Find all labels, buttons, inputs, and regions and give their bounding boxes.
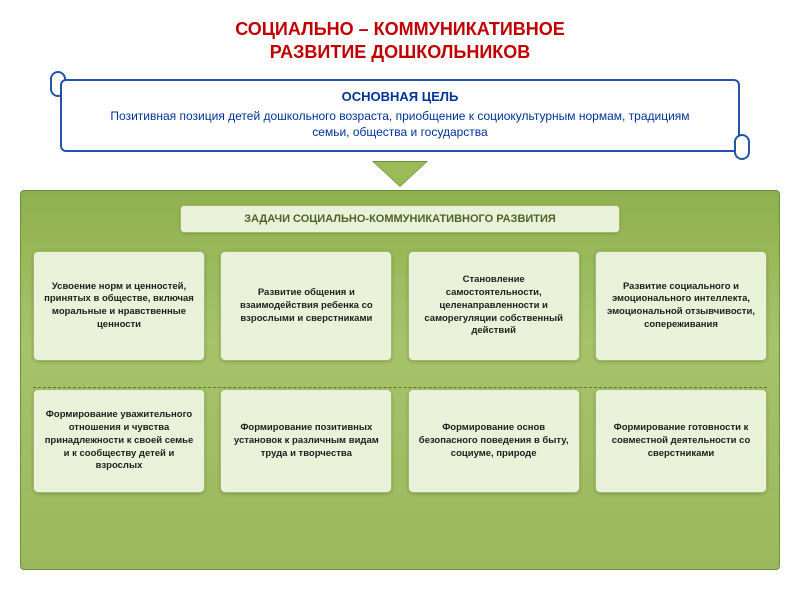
task-box: Становление самостоятельности, целенапра…: [408, 251, 580, 361]
scroll-curl-icon: [734, 134, 750, 160]
arrow-down: [0, 162, 800, 190]
goal-box: ОСНОВНАЯ ЦЕЛЬ Позитивная позиция детей д…: [60, 79, 740, 152]
tasks-header: ЗАДАЧИ СОЦИАЛЬНО-КОММУНИКАТИВНОГО РАЗВИТ…: [180, 205, 620, 233]
arrow-down-icon: [374, 162, 426, 186]
task-box: Формирование позитивных установок к разл…: [220, 389, 392, 493]
task-box: Формирование основ безопасного поведения…: [408, 389, 580, 493]
goal-heading: ОСНОВНАЯ ЦЕЛЬ: [92, 89, 708, 104]
task-box: Развитие социального и эмоционального ин…: [595, 251, 767, 361]
task-box: Формирование уважительного отношения и ч…: [33, 389, 205, 493]
tasks-row-2: Формирование уважительного отношения и ч…: [33, 389, 767, 493]
main-title: СОЦИАЛЬНО – КОММУНИКАТИВНОЕ РАЗВИТИЕ ДОШ…: [0, 0, 800, 73]
tasks-panel: ЗАДАЧИ СОЦИАЛЬНО-КОММУНИКАТИВНОГО РАЗВИТ…: [20, 190, 780, 570]
title-line1: СОЦИАЛЬНО – КОММУНИКАТИВНОЕ: [20, 18, 780, 41]
tasks-row-1: Усвоение норм и ценностей, принятых в об…: [33, 251, 767, 361]
goal-scroll: ОСНОВНАЯ ЦЕЛЬ Позитивная позиция детей д…: [60, 79, 740, 152]
task-box: Усвоение норм и ценностей, принятых в об…: [33, 251, 205, 361]
task-box: Развитие общения и взаимодействия ребенк…: [220, 251, 392, 361]
task-box: Формирование готовности к совместной дея…: [595, 389, 767, 493]
dashed-divider: [33, 387, 767, 388]
goal-text: Позитивная позиция детей дошкольного воз…: [92, 108, 708, 140]
title-line2: РАЗВИТИЕ ДОШКОЛЬНИКОВ: [20, 41, 780, 64]
